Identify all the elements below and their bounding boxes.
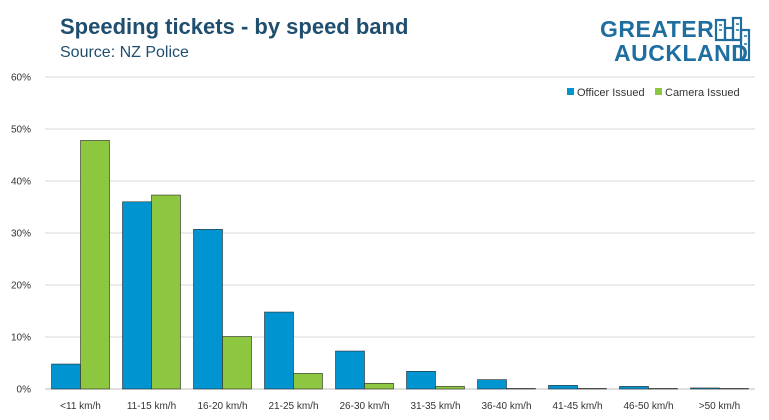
bar-camera-6 [506,388,536,390]
y-tick-label: 20% [11,281,31,292]
logo-text-line1: GREATER [600,16,715,42]
bar-camera-9 [719,388,749,390]
x-tick-label: 16-20 km/h [197,401,247,412]
bar-camera-2 [222,336,252,390]
x-tick-label: >50 km/h [699,401,740,412]
legend-label-0: Officer Issued [577,87,645,99]
legend: Officer Issued Camera Issued [567,87,740,99]
bar-camera-0 [80,140,110,390]
x-tick-label: 21-25 km/h [268,401,318,412]
bar-camera-4 [364,382,394,390]
y-tick-label: 60% [11,73,31,84]
bar-camera-7 [577,388,607,390]
building-skyline-icon [714,16,751,62]
bar-officer-1 [122,201,152,390]
x-tick-label: 41-45 km/h [552,401,602,412]
y-tick-label: 30% [11,229,31,240]
bar-camera-5 [435,386,465,390]
y-tick-label: 0% [17,385,32,396]
bar-officer-5 [406,371,436,390]
y-tick-label: 10% [11,333,31,344]
legend-swatch-1 [655,88,662,95]
bar-officer-9 [690,387,720,390]
logo-text-line2: AUCKLAND [614,40,749,66]
x-axis-ticks: <11 km/h 11-15 km/h 16-20 km/h 21-25 km/h 26… [60,401,740,412]
legend-swatch-0 [567,88,574,95]
x-tick-label: <11 km/h [60,401,101,412]
bar-officer-8 [619,386,649,390]
x-tick-label: 31-35 km/h [410,401,460,412]
x-tick-label: 26-30 km/h [339,401,389,412]
bar-officer-7 [548,385,578,390]
y-axis-ticks: 0% 10% 20% 30% 40% 50% 60% [11,73,31,396]
x-tick-label: 46-50 km/h [623,401,673,412]
bar-officer-6 [477,379,507,390]
greater-auckland-logo: GREATER AUCKLAND [598,16,756,66]
y-tick-label: 50% [11,125,31,136]
bar-camera-3 [293,373,323,390]
x-tick-label: 11-15 km/h [127,401,176,412]
chart-subtitle: Source: NZ Police [60,44,189,61]
bar-series [51,140,749,390]
bar-camera-8 [648,388,678,390]
chart-title: Speeding tickets - by speed band [60,14,409,39]
bar-officer-0 [51,363,81,390]
bar-officer-4 [335,350,365,390]
bar-officer-3 [264,311,294,390]
bar-camera-1 [151,194,181,390]
x-tick-label: 36-40 km/h [481,401,531,412]
bar-officer-2 [193,229,223,390]
legend-label-1: Camera Issued [665,87,740,99]
y-tick-label: 40% [11,177,31,188]
